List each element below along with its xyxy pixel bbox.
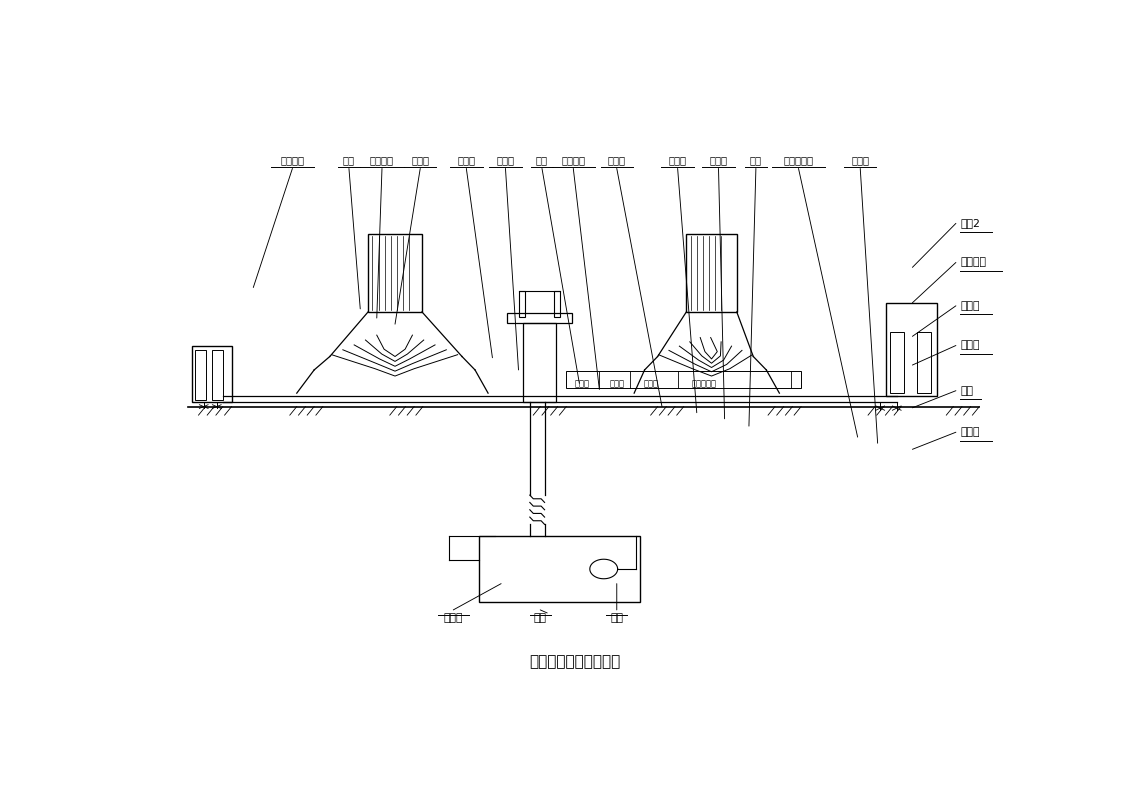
Text: 水箱: 水箱 xyxy=(343,155,355,166)
Text: 上水管: 上水管 xyxy=(458,155,476,166)
Text: 突扩管: 突扩管 xyxy=(496,155,515,166)
Text: 水泵: 水泵 xyxy=(610,613,623,623)
Text: 实验管段: 实验管段 xyxy=(280,155,304,166)
Text: 均流孔板: 均流孔板 xyxy=(370,155,394,166)
Text: 孔板段: 孔板段 xyxy=(609,379,624,388)
Text: 测点: 测点 xyxy=(749,155,762,166)
Text: 玻璃管: 玻璃管 xyxy=(669,155,687,166)
Text: 溢流板: 溢流板 xyxy=(412,155,430,166)
Text: 文丘利管: 文丘利管 xyxy=(561,155,586,166)
Text: 流量调节阀: 流量调节阀 xyxy=(783,155,813,166)
Text: 溢流管: 溢流管 xyxy=(443,613,463,623)
Text: 计量水箱: 计量水箱 xyxy=(960,258,986,267)
Text: 放水阀: 放水阀 xyxy=(960,427,980,437)
Text: 溢流阀: 溢流阀 xyxy=(960,301,980,311)
Text: 文丘段: 文丘段 xyxy=(644,379,659,388)
Text: 水箱2: 水箱2 xyxy=(960,218,981,228)
Text: 水位计: 水位计 xyxy=(852,155,870,166)
Text: 孔板: 孔板 xyxy=(536,155,548,166)
Text: 乳胶管: 乳胶管 xyxy=(709,155,727,166)
Text: 突扩段: 突扩段 xyxy=(574,379,589,388)
Text: 实验一～五试验装置图: 实验一～五试验装置图 xyxy=(530,654,620,669)
Text: 测压计: 测压计 xyxy=(608,155,626,166)
Text: 回水管: 回水管 xyxy=(960,340,980,351)
Text: 沿程阻力段: 沿程阻力段 xyxy=(691,379,716,388)
Text: 地面: 地面 xyxy=(960,385,973,396)
Text: 水池: 水池 xyxy=(534,613,546,623)
